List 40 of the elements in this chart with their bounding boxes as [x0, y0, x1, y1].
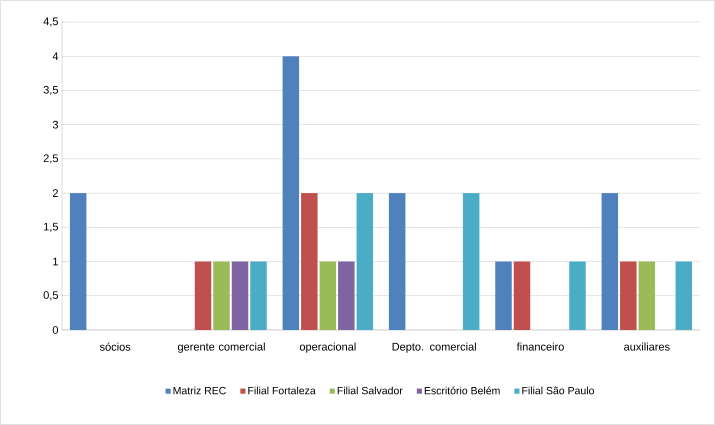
y-tick-label: 1: [53, 258, 58, 266]
bar: [250, 262, 267, 330]
bar: [338, 262, 355, 330]
legend-label: Matriz REC: [174, 386, 226, 394]
bar: [495, 262, 512, 330]
y-tick-label: 4,5: [43, 18, 58, 26]
bar: [213, 262, 230, 330]
bar: [676, 262, 692, 330]
y-tick-label: 3,5: [44, 86, 58, 95]
bar: [282, 56, 300, 330]
y-tick-label: 2: [52, 189, 58, 197]
bar: [602, 193, 618, 330]
x-tick-label: financeiro: [516, 342, 564, 351]
y-tick-label: 3: [52, 120, 58, 129]
bar: [388, 193, 406, 330]
bar: [462, 193, 480, 330]
x-tick-label: gerente comercial: [178, 342, 265, 353]
x-tick-label: operacional: [300, 342, 356, 353]
legend-label: Filial São Paulo: [522, 386, 594, 394]
bar: [638, 262, 656, 330]
legend-label: Escritório Belém: [424, 386, 500, 394]
y-tick-label: 0,5: [44, 291, 58, 300]
bar: [569, 262, 586, 330]
bar: [194, 262, 212, 330]
bar: [301, 193, 318, 330]
legend-label: Filial Fortaleza: [248, 386, 316, 394]
bar: [70, 193, 86, 330]
y-tick-label: 1,5: [44, 222, 58, 232]
x-tick-label: sócios: [100, 342, 130, 351]
x-tick-label: Depto. comercial: [392, 342, 476, 353]
y-tick-label: 2,5: [44, 154, 58, 164]
bar: [320, 262, 336, 330]
y-tick-label: 4: [52, 52, 58, 60]
bar: [514, 262, 530, 330]
bar: [232, 262, 248, 330]
legend-label: Filial Salvador: [338, 386, 403, 394]
x-tick-label: auxiliares: [624, 342, 670, 351]
bar: [356, 193, 374, 330]
bar: [620, 262, 637, 330]
y-tick-label: 0: [52, 326, 58, 334]
